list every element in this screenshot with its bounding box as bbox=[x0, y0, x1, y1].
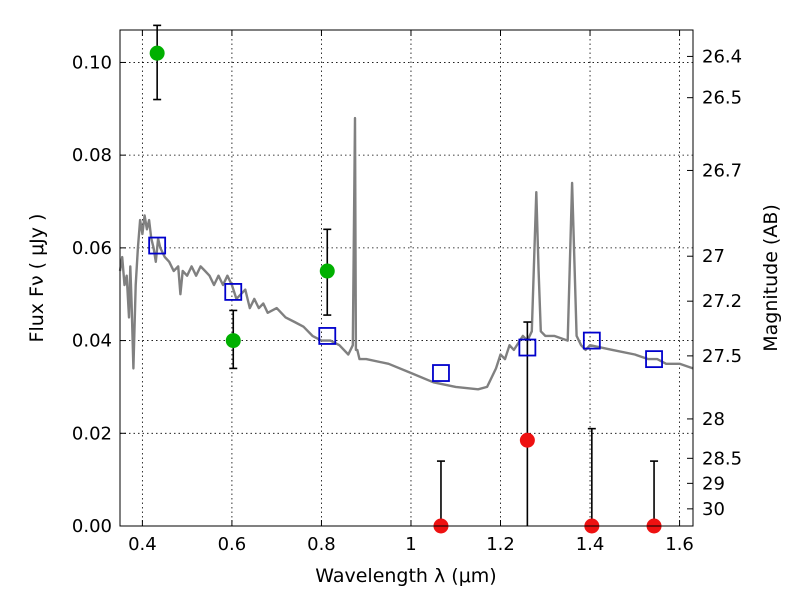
right-tick-label: 26.7 bbox=[702, 160, 742, 181]
detection-point bbox=[319, 263, 335, 279]
nondetection-point bbox=[519, 432, 535, 448]
y-axis-label: Flux Fν ( μJy ) bbox=[26, 214, 48, 343]
y-tick-label: 0.04 bbox=[72, 331, 112, 352]
x-tick-label: 0.8 bbox=[307, 534, 336, 555]
x-tick-label: 0.6 bbox=[218, 534, 247, 555]
right-tick-label: 26.5 bbox=[702, 88, 742, 109]
x-axis-label: Wavelength λ (μm) bbox=[315, 565, 496, 587]
model-flux-square bbox=[582, 331, 601, 350]
right-tick-label: 27 bbox=[702, 246, 725, 267]
right-tick-label: 28.5 bbox=[702, 448, 742, 469]
right-tick-label: 26.4 bbox=[702, 46, 742, 67]
detection-point bbox=[225, 333, 241, 349]
detection-point bbox=[149, 45, 165, 61]
right-tick-label: 30 bbox=[702, 499, 725, 520]
y-tick-label: 0.10 bbox=[72, 52, 112, 73]
model-flux-square bbox=[518, 338, 537, 357]
y-tick-label: 0.06 bbox=[72, 238, 112, 259]
model-flux-square bbox=[318, 327, 337, 345]
plot-frame bbox=[119, 29, 694, 527]
right-tick-label: 29 bbox=[702, 473, 725, 494]
x-tick-label: 1.4 bbox=[576, 534, 605, 555]
x-tick-label: 0.4 bbox=[128, 534, 157, 555]
right-tick-label: 27.2 bbox=[702, 291, 742, 312]
x-tick-label: 1 bbox=[405, 534, 416, 555]
right-tick-label: 28 bbox=[702, 409, 725, 430]
y-tick-label: 0.08 bbox=[72, 145, 112, 166]
model-flux-square bbox=[224, 283, 243, 301]
grid-lines bbox=[120, 30, 693, 526]
y-tick-label: 0.00 bbox=[72, 516, 112, 537]
y-tick-label: 0.02 bbox=[72, 423, 112, 444]
tick-labels: 0.4 0.6 0.8 1 1.2 1.4 1.6 0.00 0.02 0.04 0.06 0.08 0… bbox=[72, 46, 742, 555]
template-spectrum-line bbox=[118, 116, 694, 391]
x-tick-label: 1.6 bbox=[665, 534, 694, 555]
y-axis-label-right: Magnitude (AB) bbox=[760, 204, 782, 352]
model-flux-square bbox=[432, 364, 450, 382]
right-tick-label: 27.5 bbox=[702, 346, 742, 367]
model-flux-square bbox=[148, 236, 167, 255]
model-flux-square bbox=[645, 350, 663, 369]
x-tick-label: 1.2 bbox=[486, 534, 515, 555]
